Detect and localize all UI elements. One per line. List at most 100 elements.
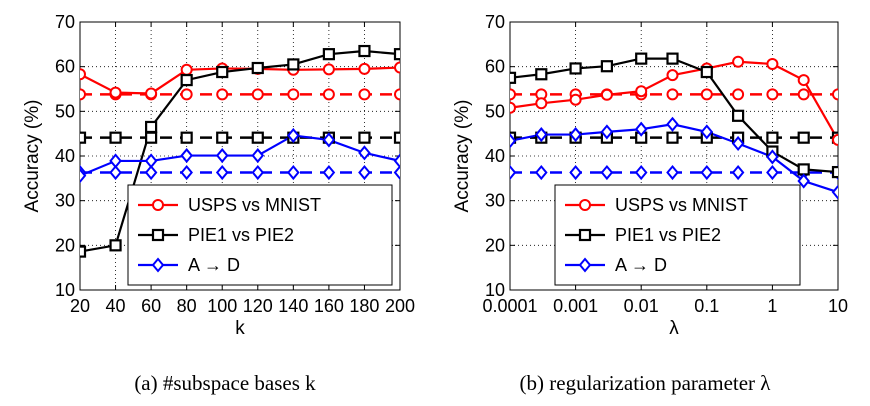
legend-swatch-marker — [151, 257, 165, 273]
legend-swatch-marker — [578, 257, 592, 273]
baseline-point — [145, 131, 158, 144]
data-point — [831, 184, 838, 200]
y-tick-label: 40 — [55, 146, 75, 166]
baseline-point — [394, 88, 400, 101]
baseline-point — [322, 88, 335, 101]
data-point — [180, 147, 193, 164]
baseline-point — [534, 164, 548, 181]
data-point — [216, 65, 229, 79]
data-point — [832, 133, 838, 146]
legend: USPS vs MNIST PIE1 vs PIE2 A → D — [554, 184, 801, 286]
baseline-point — [766, 88, 779, 101]
baseline-point — [180, 164, 193, 181]
data-point — [510, 133, 517, 149]
data-point — [510, 71, 517, 84]
x-axis-label: λ — [669, 318, 679, 339]
baseline-point — [700, 88, 713, 101]
data-point — [145, 120, 158, 134]
data-point — [535, 97, 548, 110]
baseline-point — [322, 164, 336, 181]
y-tick-label: 60 — [55, 57, 75, 77]
baseline-point — [832, 88, 838, 101]
data-point — [144, 153, 158, 169]
baseline-point — [600, 164, 614, 181]
baseline-point — [287, 164, 300, 181]
baseline-point — [634, 164, 648, 181]
data-point — [797, 74, 810, 87]
y-tick-label: 20 — [485, 235, 505, 255]
baseline-point — [109, 164, 122, 181]
baseline-point — [732, 88, 745, 101]
x-tick-label: 80 — [177, 296, 197, 316]
legend-label: A → D — [188, 255, 240, 275]
x-tick-label: 0.1 — [694, 296, 719, 316]
chart-panel-b: 10 20 30 40 50 60 70 0.0001 0.001 0.01 0.1 1 10 λ Accu… — [452, 12, 848, 395]
x-axis-label: k — [235, 318, 245, 339]
baseline-point — [700, 164, 714, 181]
data-point — [731, 109, 745, 122]
baseline-point — [766, 131, 779, 144]
data-point — [766, 149, 779, 165]
x-tick-label: 200 — [385, 296, 415, 316]
x-tick-label: 140 — [278, 296, 308, 316]
x-tick-label: 60 — [141, 296, 161, 316]
y-tick-label: 70 — [485, 12, 505, 32]
data-point — [322, 132, 336, 148]
subfigure-caption: (b) regularization parameter λ — [520, 371, 772, 395]
baseline-point — [766, 164, 779, 181]
data-point — [700, 124, 714, 140]
data-layer — [80, 44, 400, 258]
legend-swatch-marker — [579, 199, 591, 211]
data-point — [635, 52, 648, 65]
legend-swatch-marker — [151, 228, 165, 242]
data-point — [600, 60, 613, 73]
baseline-point — [358, 88, 371, 101]
data-point — [797, 173, 811, 189]
data-point — [766, 57, 779, 70]
baseline-point — [569, 164, 582, 181]
data-point — [569, 93, 582, 106]
data-point — [569, 62, 582, 75]
x-tick-label: 1 — [767, 296, 777, 316]
data-point — [251, 61, 264, 75]
data-point — [251, 147, 265, 164]
data-point — [600, 124, 614, 140]
data-point — [797, 163, 810, 176]
series-line-0 — [80, 66, 400, 95]
baseline-point — [144, 164, 158, 181]
data-point — [287, 127, 300, 144]
x-tick-label: 120 — [243, 296, 273, 316]
baseline-point — [358, 131, 371, 144]
legend-swatch-marker — [578, 228, 592, 242]
y-tick-label: 50 — [55, 101, 75, 121]
y-tick-label: 30 — [55, 191, 75, 211]
y-tick-label: 10 — [485, 280, 505, 300]
baseline-point — [510, 88, 516, 101]
data-point — [731, 135, 745, 152]
x-tick-label: 0.01 — [624, 296, 659, 316]
data-point — [80, 168, 87, 184]
data-point — [358, 62, 371, 75]
data-point — [322, 63, 335, 76]
data-point — [634, 121, 648, 137]
y-tick-label: 20 — [55, 235, 75, 255]
data-point — [700, 65, 713, 79]
baseline-point — [666, 88, 679, 101]
subfigure-caption: (a) #subspace bases k — [134, 371, 316, 395]
baseline-point — [393, 164, 400, 181]
data-point — [600, 88, 613, 101]
data-point — [635, 85, 648, 98]
data-point — [534, 126, 548, 143]
y-tick-label: 30 — [485, 191, 505, 211]
y-tick-label: 70 — [55, 12, 75, 32]
x-tick-label: 40 — [106, 296, 126, 316]
data-point — [393, 48, 400, 61]
baseline-point — [251, 88, 264, 101]
y-axis-label: Accuracy (%) — [22, 100, 43, 213]
data-point — [180, 63, 193, 76]
legend-label: PIE1 vs PIE2 — [188, 225, 294, 245]
data-point — [393, 153, 400, 169]
data-point — [322, 48, 335, 61]
